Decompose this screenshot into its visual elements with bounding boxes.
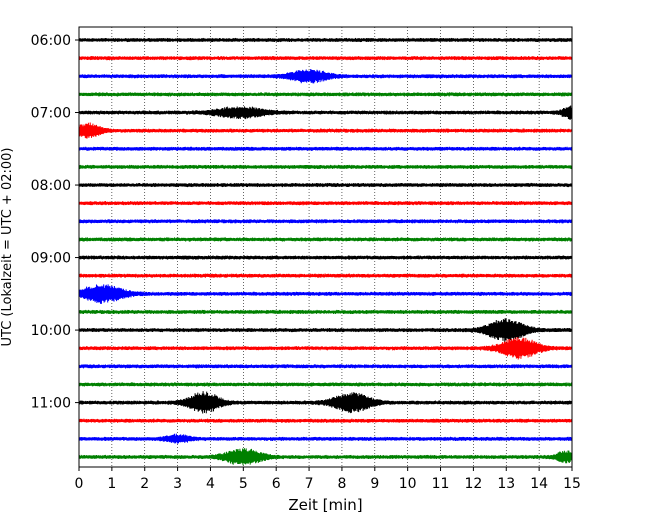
x-tick-label-3: 3 xyxy=(173,476,182,492)
trace-1030 xyxy=(78,364,573,369)
trace-0745 xyxy=(78,164,573,170)
y-tick-label-07:00: 07:00 xyxy=(31,106,71,122)
trace-1115 xyxy=(78,418,573,423)
x-tick-label-6: 6 xyxy=(272,476,281,492)
trace-0815 xyxy=(78,201,573,206)
x-tick-label-1: 1 xyxy=(107,476,116,492)
trace-0845 xyxy=(78,237,573,242)
trace-0615 xyxy=(78,56,573,61)
trace-1145 xyxy=(78,448,573,466)
x-tick-label-8: 8 xyxy=(337,476,346,492)
trace-0930 xyxy=(78,284,573,304)
trace-1015 xyxy=(78,337,573,360)
vertical-grid xyxy=(111,27,540,467)
plot-background xyxy=(79,27,572,467)
trace-0900 xyxy=(78,255,573,260)
x-tick-label-15: 15 xyxy=(563,476,581,492)
trace-0730 xyxy=(78,146,573,151)
trace-1130 xyxy=(78,433,573,444)
trace-0915 xyxy=(78,273,573,278)
y-tick-label-08:00: 08:00 xyxy=(31,178,71,194)
x-tick-label-9: 9 xyxy=(370,476,379,492)
x-tick-label-0: 0 xyxy=(75,476,84,492)
x-tick-label-7: 7 xyxy=(305,476,314,492)
x-tick-label-10: 10 xyxy=(399,476,417,492)
x-axis-label: Zeit [min] xyxy=(288,496,362,514)
x-tick-label-4: 4 xyxy=(206,476,215,492)
x-tick-label-11: 11 xyxy=(432,476,450,492)
y-axis-ticks: 06:00 07:00 08:00 09:00 10:00 11:00 xyxy=(31,33,79,412)
y-axis-label: UTC (Lokalzeit = UTC + 02:00) xyxy=(0,148,15,347)
x-tick-label-12: 12 xyxy=(464,476,482,492)
trace-0800 xyxy=(78,182,573,188)
x-tick-label-5: 5 xyxy=(239,476,248,492)
x-axis-ticks: 0 1 2 3 4 5 6 7 8 9 10 11 12 13 14 15 xyxy=(75,467,581,492)
trace-1000 xyxy=(78,318,573,343)
y-tick-label-06:00: 06:00 xyxy=(31,33,71,49)
plot-frame xyxy=(78,26,573,468)
trace-0700 xyxy=(78,105,573,120)
trace-0715 xyxy=(78,122,573,139)
trace-0645 xyxy=(78,92,573,97)
y-tick-label-09:00: 09:00 xyxy=(31,251,71,267)
trace-0830 xyxy=(78,219,573,224)
x-tick-label-13: 13 xyxy=(497,476,515,492)
x-tick-label-14: 14 xyxy=(530,476,548,492)
trace-group xyxy=(78,37,573,466)
trace-1045 xyxy=(78,382,573,387)
trace-0945 xyxy=(78,309,573,315)
trace-0630 xyxy=(78,68,573,84)
y-tick-label-10:00: 10:00 xyxy=(31,323,71,339)
trace-1100 xyxy=(78,391,573,414)
y-tick-label-11:00: 11:00 xyxy=(31,396,71,412)
x-tick-label-2: 2 xyxy=(140,476,149,492)
trace-0600 xyxy=(78,37,573,43)
